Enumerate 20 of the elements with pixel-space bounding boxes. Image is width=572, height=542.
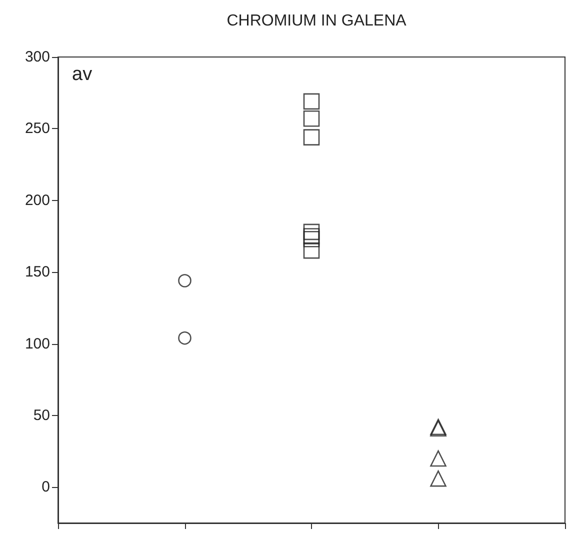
point bbox=[178, 331, 192, 345]
point bbox=[430, 470, 446, 487]
y-tick-label: 0 bbox=[42, 478, 50, 496]
point bbox=[303, 228, 320, 244]
chart-title: CHROMIUM IN GALENA bbox=[226, 12, 407, 30]
point bbox=[303, 230, 320, 248]
y-tick-label: 250 bbox=[24, 120, 50, 138]
y-tick-label: 150 bbox=[24, 264, 50, 281]
annotation: av bbox=[72, 64, 93, 85]
point bbox=[303, 93, 320, 110]
y-tick-label: 50 bbox=[33, 406, 50, 424]
y-tick-label: 300 bbox=[24, 48, 50, 66]
point bbox=[303, 242, 320, 259]
point bbox=[303, 224, 320, 240]
point bbox=[178, 274, 192, 288]
y-tick-label: 200 bbox=[24, 192, 50, 209]
y-tick-label: 100 bbox=[24, 335, 50, 352]
point bbox=[303, 110, 320, 127]
point bbox=[303, 129, 320, 146]
point bbox=[430, 450, 446, 467]
